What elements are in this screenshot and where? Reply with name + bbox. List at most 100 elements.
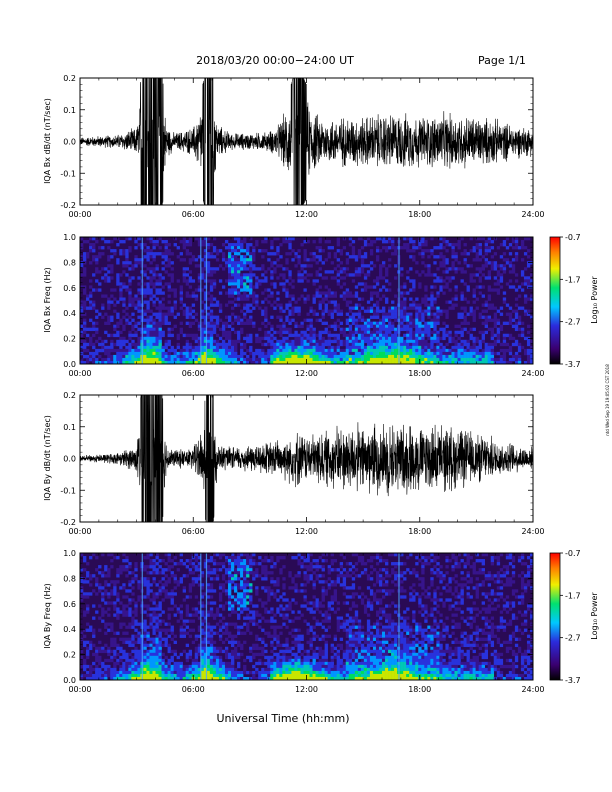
spectrogram-cell [237, 294, 241, 298]
spectrogram-cell [243, 565, 247, 569]
spectrogram-cell [83, 270, 87, 274]
spectrogram-cell [113, 333, 117, 338]
spectrogram-cell [424, 264, 428, 268]
spectrogram-cell [231, 300, 235, 304]
spectrogram-cell [354, 267, 359, 271]
spectrogram-cell [261, 312, 265, 316]
spectrogram-cell [475, 237, 479, 241]
spectrogram-cell [92, 360, 96, 364]
spectrogram-cell [98, 255, 102, 259]
spectrogram-cell [246, 297, 250, 301]
spectrogram-cell [212, 616, 217, 620]
spectrogram-cell [155, 297, 159, 301]
spectrogram-cell [348, 255, 353, 259]
spectrogram-cell [475, 273, 479, 277]
spectrogram-cell [382, 336, 386, 341]
spectrogram-cell [128, 607, 132, 611]
spectrogram-cell [439, 261, 443, 265]
spectrogram-cell [218, 586, 223, 590]
spectrogram-cell [188, 583, 193, 587]
spectrogram-cell [194, 357, 199, 362]
spectrogram-cell [369, 315, 374, 319]
spectrogram-cell [279, 255, 283, 259]
spectrogram-cell [83, 613, 87, 617]
spectrogram-cell [297, 273, 301, 277]
spectrogram-cell [86, 240, 90, 244]
spectrogram-cell [179, 294, 183, 298]
spectrogram-cell [243, 553, 247, 557]
spectrogram-cell [146, 321, 150, 325]
spectrogram-cell [197, 601, 202, 605]
spectrogram-cell [137, 586, 141, 590]
spectrogram-cell [158, 604, 162, 608]
spectrogram-cell [451, 303, 455, 307]
spectrogram-cell [107, 553, 111, 557]
spectrogram-cell [86, 649, 90, 654]
spectrogram-cell [125, 565, 129, 569]
spectrogram-cell [312, 342, 316, 347]
spectrogram-cell [131, 333, 135, 338]
spectrogram-cell [366, 348, 371, 353]
spectrogram-cell [128, 601, 132, 605]
spectrogram-cell [119, 318, 123, 322]
spectrogram-cell [194, 676, 199, 680]
spectrogram-cell [433, 285, 437, 289]
spectrogram-cell [194, 655, 199, 660]
spectrogram-cell [303, 276, 307, 280]
spectrogram-cell [231, 321, 235, 325]
spectrogram-cell [86, 297, 90, 301]
spectrogram-cell [333, 324, 337, 329]
spectrogram-cell [490, 264, 495, 268]
spectrogram-cell [92, 357, 96, 362]
spectrogram-cell [110, 240, 114, 244]
spectrogram-cell [122, 261, 126, 265]
spectrogram-cell [104, 330, 108, 335]
spectrogram-cell [131, 354, 135, 359]
spectrogram-cell [240, 258, 244, 262]
spectrogram-cell [237, 562, 241, 566]
spectrogram-cell [481, 330, 485, 335]
spectrogram-cell [122, 652, 126, 657]
spectrogram-cell [273, 357, 277, 362]
spectrogram-cell [421, 330, 425, 335]
spectrogram-cell [285, 261, 289, 265]
spectrogram-cell [209, 345, 214, 350]
spectrogram-cell [430, 324, 434, 329]
spectrogram-cell [197, 652, 202, 657]
spectrogram-cell [137, 640, 141, 645]
spectrogram-cell [333, 306, 337, 310]
spectrogram-cell [363, 273, 368, 277]
spectrogram-cell [454, 330, 458, 335]
spectrogram-cell [167, 285, 171, 289]
spectrogram-cell [493, 333, 498, 338]
spectrogram-cell [92, 243, 96, 247]
spectrogram-cell [258, 351, 262, 356]
spectrogram-cell [487, 240, 492, 244]
spectrogram-cell [83, 273, 87, 277]
spectrogram-cell [475, 285, 479, 289]
spectrogram-cell [300, 351, 304, 356]
spectrogram-cell [182, 589, 186, 593]
spectrogram-cell [125, 613, 129, 617]
spectrogram-cell [427, 342, 431, 347]
spectrogram-cell [83, 327, 87, 332]
spectrogram-cell [218, 556, 223, 560]
spectrogram-cell [134, 240, 138, 244]
spectrogram-cell [487, 285, 492, 289]
spectrogram-cell [173, 649, 177, 654]
spectrogram-cell [363, 255, 368, 259]
spectrogram-cell [185, 357, 190, 362]
spectrogram-cell [285, 327, 289, 332]
spectrogram-cell [158, 351, 162, 356]
spectrogram-cell [212, 285, 217, 289]
spectrogram-cell [237, 661, 241, 666]
spectrogram-cell [206, 673, 211, 678]
spectrogram-cell [218, 661, 223, 666]
spectrogram-cell [209, 267, 214, 271]
spectrogram-cell [173, 670, 177, 675]
spectrogram-cell [110, 643, 114, 648]
spectrogram-cell [261, 255, 265, 259]
spectrogram-cell [279, 303, 283, 307]
spectrogram-cell [164, 342, 168, 347]
spectrogram-cell [517, 315, 522, 319]
